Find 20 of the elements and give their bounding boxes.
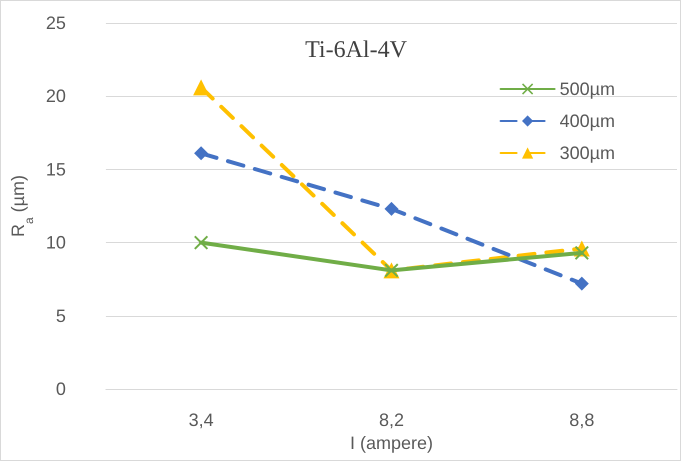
legend-label: 300µm — [560, 143, 616, 163]
point — [194, 146, 208, 160]
text: Ti-6Al-4V — [305, 37, 408, 63]
x-tick-label: 8,2 — [378, 410, 404, 430]
legend-label: 400µm — [560, 111, 616, 131]
x-tick-label: 8,8 — [569, 410, 594, 430]
x-tick-label: 3,4 — [188, 410, 214, 430]
point — [384, 202, 398, 216]
y-tick-label: 10 — [46, 232, 66, 253]
point — [574, 246, 589, 260]
y-tick-label: 0 — [56, 379, 66, 399]
y-tick-label: 25 — [46, 13, 66, 33]
x-axis-title: I (ampere) — [350, 432, 433, 453]
y-tick-label: 5 — [56, 306, 66, 326]
y-tick-label: 20 — [46, 86, 66, 106]
point — [194, 236, 208, 250]
legend-label: 500µm — [560, 79, 616, 99]
y-tick-label: 15 — [46, 159, 66, 180]
point — [574, 276, 589, 291]
y-axis-title: Ra (µm) — [8, 174, 36, 238]
